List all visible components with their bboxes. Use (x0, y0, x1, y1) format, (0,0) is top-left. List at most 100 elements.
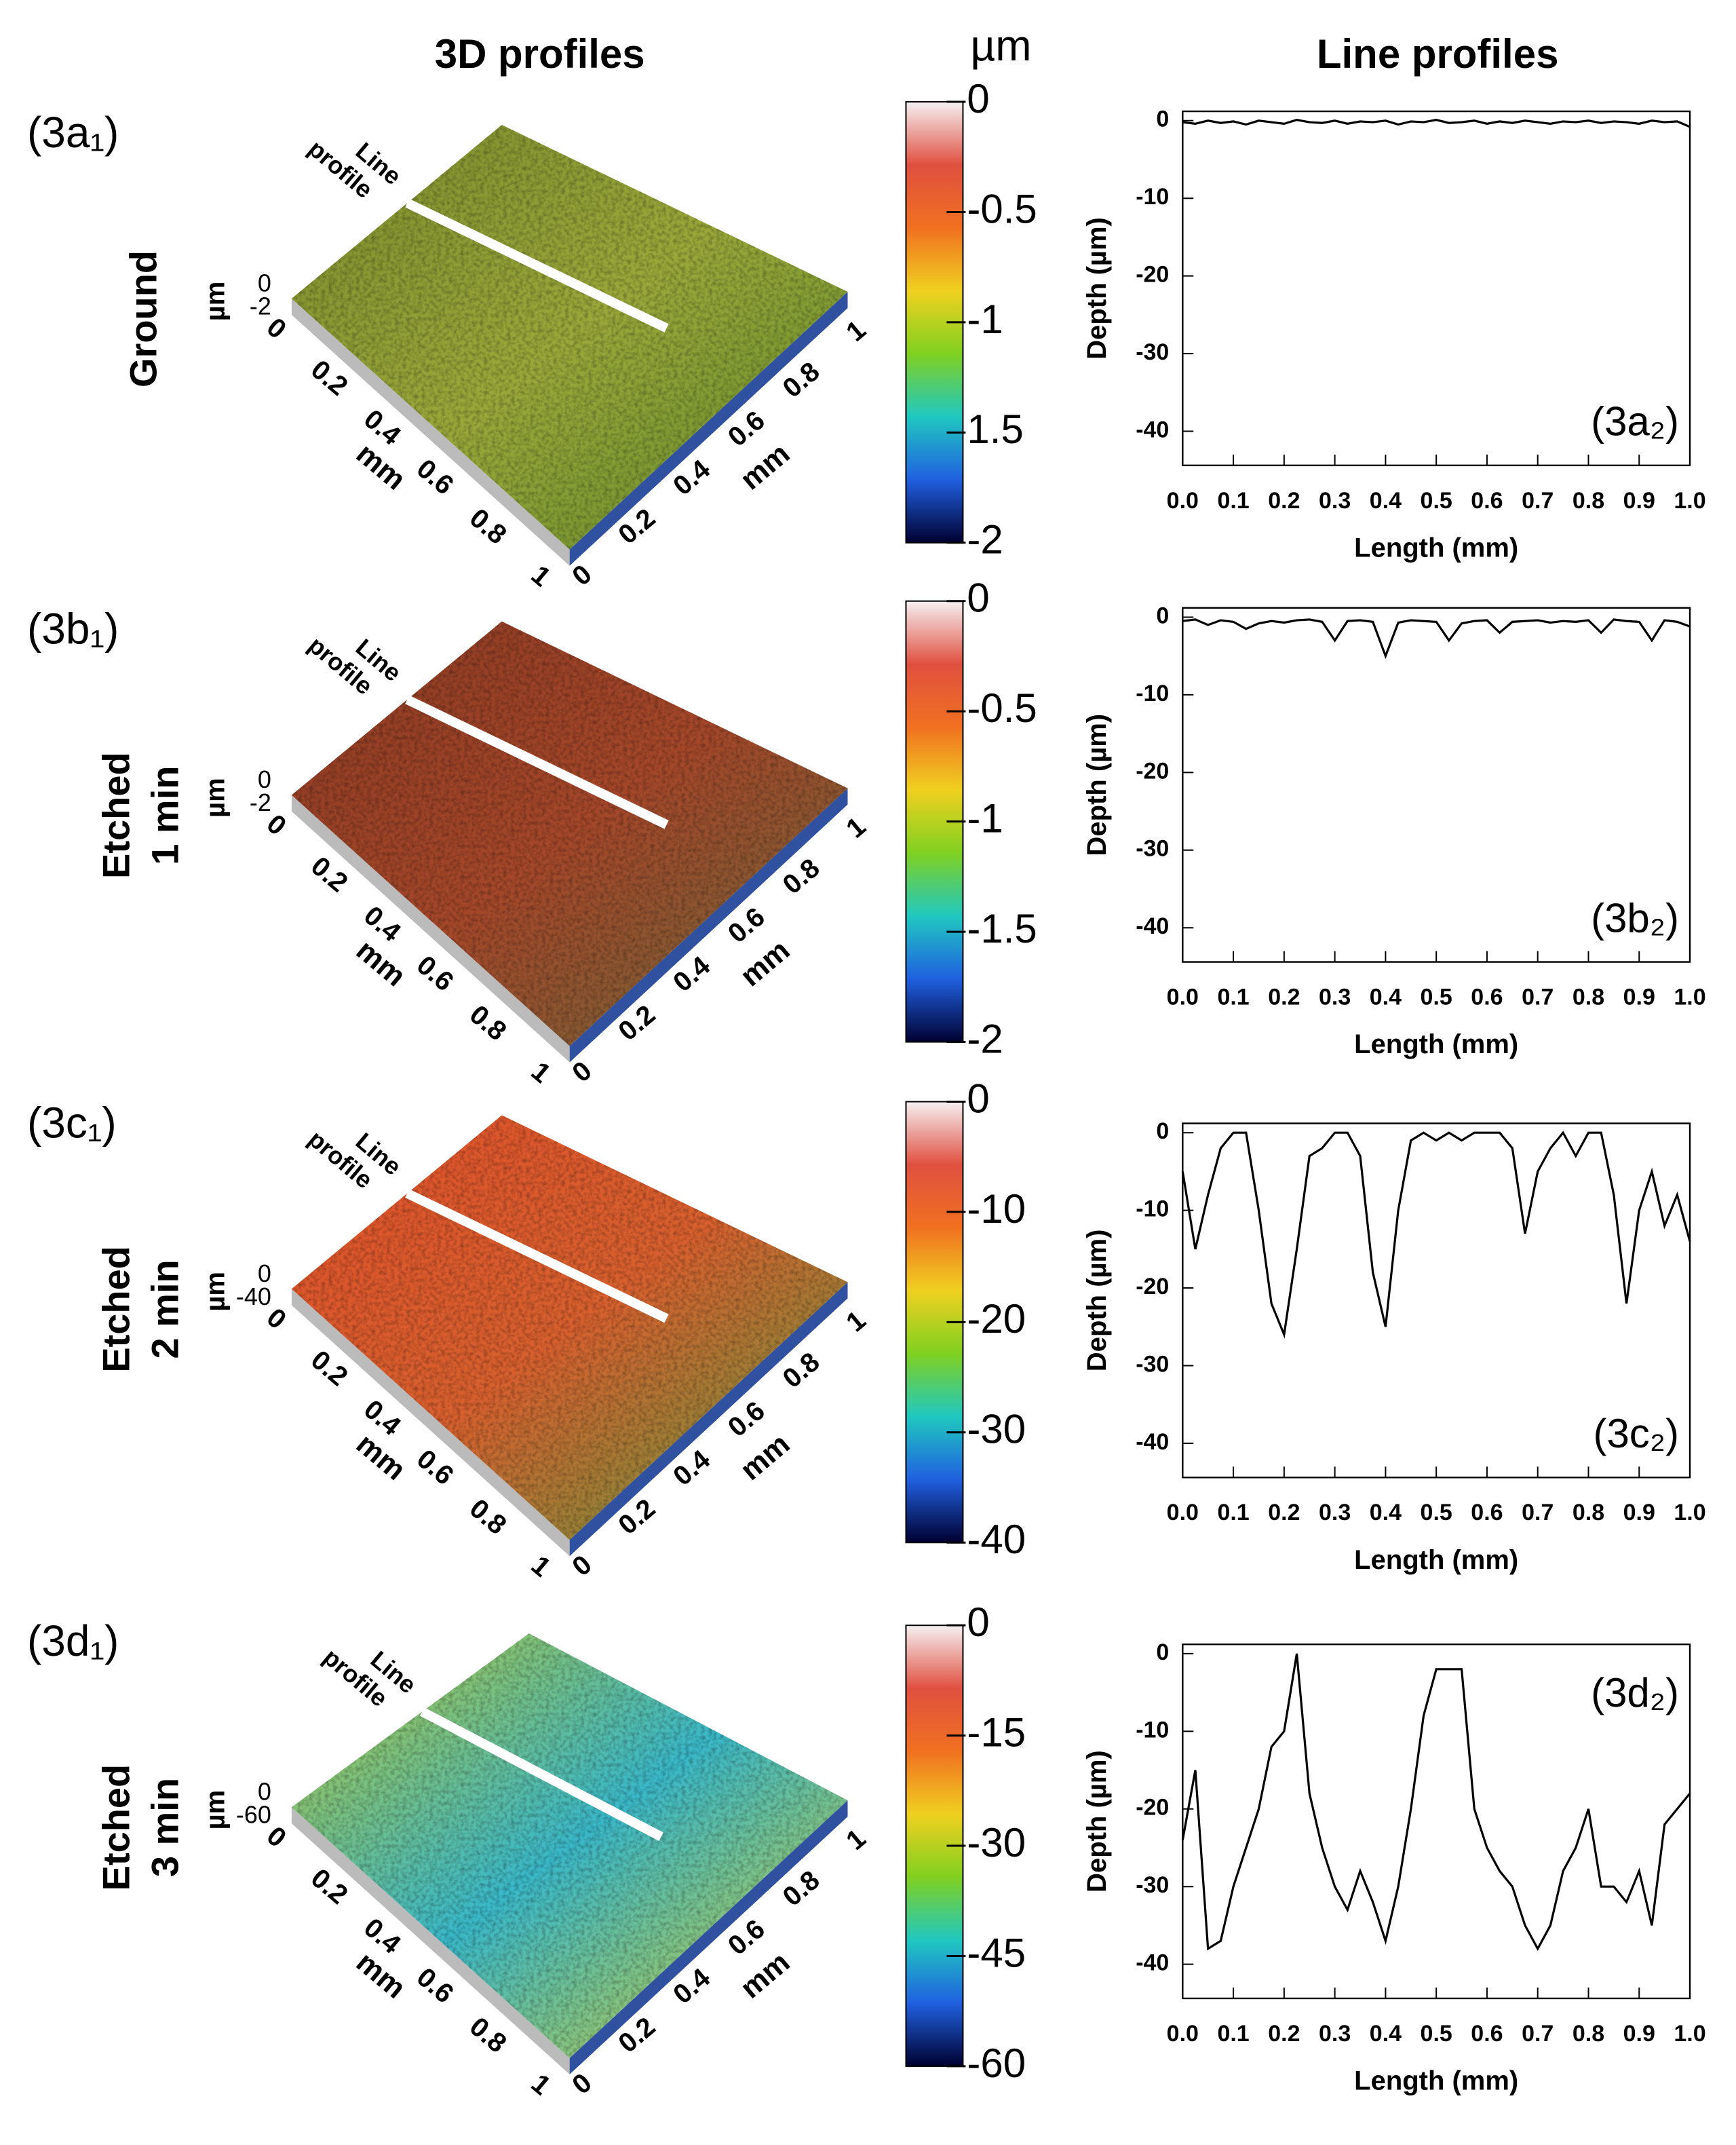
colorbar-tick-label: 0 (967, 76, 989, 121)
colorbar-tick-label: -45 (967, 1930, 1026, 1975)
y-tick-label: 0 (1156, 1639, 1169, 1665)
condition-label: 1 min (144, 766, 187, 865)
x-tick-label: 0.0 (1167, 985, 1199, 1010)
colorbar-tick-label: 0 (967, 575, 989, 621)
x-tick-label: 0.9 (1623, 488, 1655, 514)
x-tick-label: 0.4 (1370, 488, 1402, 514)
colorbar-tick-label: -0.5 (967, 186, 1037, 231)
x-axis-label: Length (mm) (1354, 2066, 1518, 2095)
x-tick-label: 0.7 (1522, 488, 1554, 514)
y-tick-label: 0 (566, 1056, 597, 1088)
colorbar-tick-label: -1.5 (967, 906, 1037, 951)
x-tick-label: 0.8 (464, 503, 512, 550)
x-tick-label: 0.1 (1217, 1500, 1249, 1525)
z-tick-label: 0 (258, 269, 271, 297)
condition-label: Etched (95, 1246, 138, 1373)
y-tick-label: -20 (1136, 1274, 1169, 1299)
colorbar-tick-label: 0 (967, 1076, 989, 1121)
x-tick-label: 1 (526, 1057, 556, 1089)
x-tick-label: 0.7 (1522, 985, 1554, 1010)
profile-line (405, 1189, 669, 1323)
surface-wall (291, 1807, 570, 2074)
panel-label: (3b₁) (27, 605, 119, 653)
x-tick-label: 0.0 (1167, 2021, 1199, 2047)
y-tick-label: 0 (1156, 107, 1169, 132)
y-tick-label: 1 (841, 812, 871, 844)
colorbar-tick-label: -15 (967, 1709, 1026, 1755)
x-axis-label: mm (350, 1945, 412, 2005)
colorbar-tick-label: -60 (967, 2040, 1026, 2086)
x-tick-label: 0.7 (1522, 1500, 1554, 1525)
y-tick-label: -20 (1136, 758, 1169, 784)
y-axis-label: Depth (µm) (1082, 1750, 1112, 1893)
surface-texture (291, 1633, 848, 2058)
x-tick-label: 0.8 (1573, 2021, 1604, 2047)
surface-wall (569, 1282, 848, 1557)
y-tick-label: -40 (1136, 417, 1169, 442)
z-axis-label: µm (200, 778, 230, 818)
x-tick-label: 0.1 (1217, 985, 1249, 1010)
surface-texture (291, 1115, 848, 1540)
z-axis-label: µm (200, 1272, 230, 1312)
x-tick-label: 0.3 (1319, 2021, 1351, 2047)
colorbar-tick-label: -2 (967, 1016, 1003, 1061)
surface-wall (291, 298, 570, 566)
x-tick-label: 0.6 (411, 453, 459, 500)
y-tick-label: 1 (841, 315, 871, 347)
x-axis-label: mm (350, 1427, 412, 1487)
surface-wall (569, 1800, 848, 2074)
y-axis-label: Depth (µm) (1082, 217, 1112, 360)
condition-label: Etched (95, 752, 138, 879)
colorbar-tick-label: -1 (967, 297, 1003, 342)
surface-wall (291, 1289, 570, 1557)
y-tick-label: -40 (1136, 1429, 1169, 1455)
x-tick-label: 0.2 (1268, 2021, 1300, 2047)
colorbar-tick-label: -30 (967, 1820, 1026, 1865)
x-tick-label: 0.6 (411, 1962, 459, 2009)
y-tick-label: 0 (1156, 1118, 1169, 1144)
y-tick-label: 0 (1156, 603, 1169, 628)
y-tick-label: 0 (566, 1549, 597, 1582)
y-tick-label: -10 (1136, 184, 1169, 210)
y-tick-label: -10 (1136, 1717, 1169, 1743)
x-tick-label: 0.8 (1573, 1500, 1604, 1525)
panel-label: (3d₁) (27, 1616, 119, 1665)
y-tick-label: -10 (1136, 681, 1169, 706)
x-tick-label: 0.9 (1623, 1500, 1655, 1525)
z-axis-label: µm (200, 1790, 230, 1830)
x-tick-label: 0.1 (1217, 2021, 1249, 2047)
x-tick-label: 1 (526, 1550, 556, 1582)
profile-line (405, 695, 669, 829)
surface-wall (569, 291, 848, 566)
condition-label: Ground (122, 250, 165, 387)
x-tick-label: 0.6 (411, 950, 459, 997)
panel-label: (3c₂) (1593, 1411, 1679, 1456)
x-tick-label: 1.0 (1674, 488, 1705, 514)
panel-label: (3b₂) (1591, 895, 1679, 941)
x-tick-label: 1 (526, 2068, 556, 2101)
y-tick-label: 1 (841, 1305, 871, 1337)
colorbar-tick-label: -20 (967, 1296, 1026, 1342)
x-tick-label: 0.8 (464, 1494, 512, 1540)
profile-line (1181, 1653, 1691, 1952)
x-tick-label: 0.5 (1421, 985, 1452, 1010)
colorbar-tick-label: -0.5 (967, 685, 1037, 731)
z-tick-label: -2 (250, 789, 271, 816)
y-tick-label: -30 (1136, 1872, 1169, 1898)
condition-label: 3 min (144, 1778, 187, 1877)
panel-label: (3a₁) (27, 108, 119, 157)
colorbar-tick-label: -2 (967, 517, 1003, 563)
z-tick-label: 0 (258, 765, 271, 793)
y-tick-label: -10 (1136, 1196, 1169, 1222)
y-tick-label: -40 (1136, 913, 1169, 939)
y-tick-label: 0 (566, 2068, 597, 2100)
z-tick-label: 0 (258, 1259, 271, 1287)
x-tick-label: 0.1 (1217, 488, 1249, 514)
x-tick-label: 0.4 (1370, 2021, 1402, 2047)
x-tick-label: 0.0 (1167, 1500, 1199, 1525)
x-tick-label: 0.8 (464, 2011, 512, 2058)
x-tick-label: 0.2 (1268, 1500, 1300, 1525)
y-tick-label: 1 (841, 1823, 871, 1856)
x-tick-label: 0.8 (1573, 985, 1604, 1010)
x-tick-label: 0.6 (1471, 2021, 1503, 2047)
